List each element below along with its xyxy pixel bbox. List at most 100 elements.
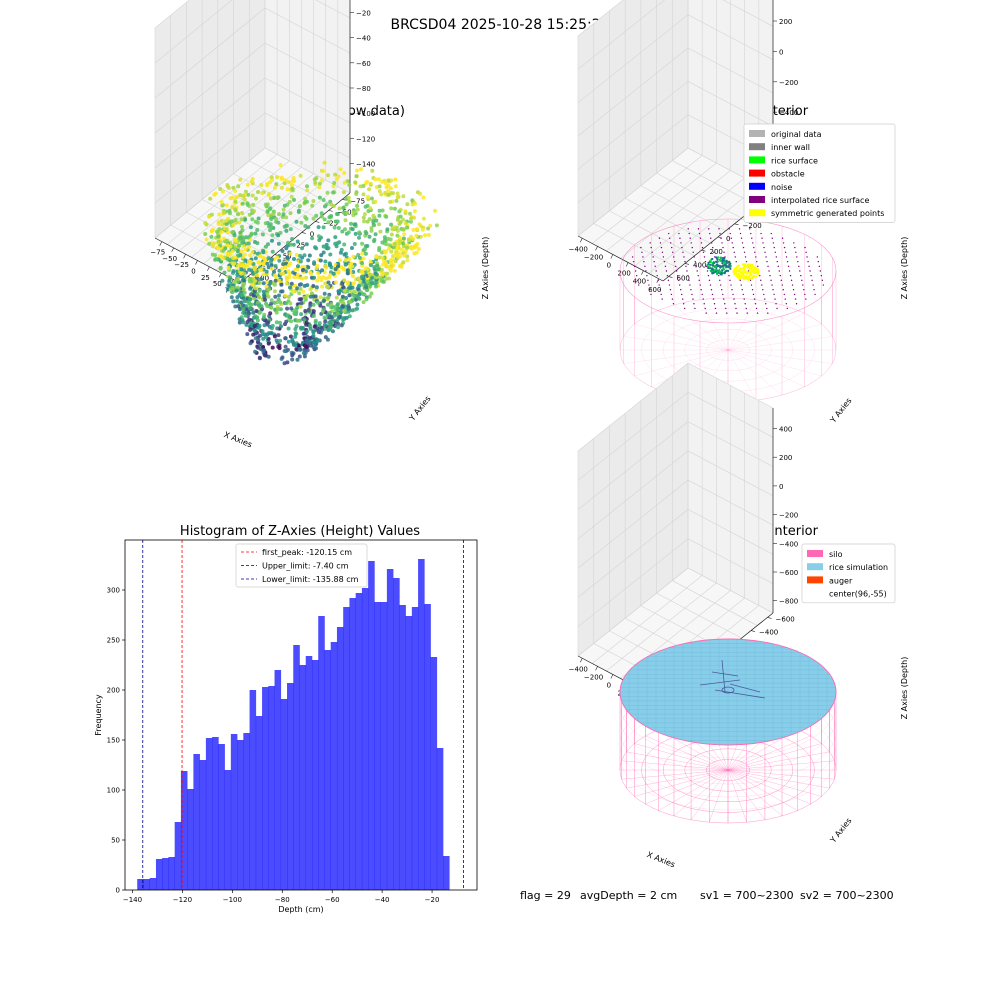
data-point <box>402 232 407 237</box>
data-point <box>248 327 253 332</box>
data-point <box>358 279 363 284</box>
data-point <box>383 239 388 243</box>
data-point <box>345 268 350 273</box>
data-point <box>319 278 324 283</box>
data-point <box>401 227 406 232</box>
data-point <box>314 213 319 218</box>
data-point <box>286 240 290 245</box>
data-point <box>370 276 375 280</box>
data-point <box>219 218 224 223</box>
data-point <box>338 167 343 172</box>
data-point <box>332 313 337 318</box>
data-point <box>379 250 384 255</box>
data-point <box>301 351 306 356</box>
data-point <box>377 208 382 213</box>
x-axis-label: X Axies <box>646 850 677 869</box>
z-tick-label: −80 <box>356 85 371 93</box>
z-tick-label: −200 <box>779 512 798 520</box>
data-point <box>295 357 300 362</box>
data-point <box>312 260 317 265</box>
data-point <box>408 219 413 224</box>
data-point <box>350 246 354 250</box>
data-point <box>299 301 304 306</box>
data-point <box>305 184 309 189</box>
data-point <box>281 212 286 217</box>
data-point <box>394 198 399 203</box>
data-point <box>356 253 361 257</box>
data-point <box>237 317 242 322</box>
z-axis-label: Z Axies (Depth) <box>481 237 490 300</box>
data-point <box>387 243 392 248</box>
data-point <box>375 263 380 268</box>
data-point <box>260 232 265 237</box>
data-point <box>397 239 402 244</box>
data-point <box>271 211 276 216</box>
data-point <box>426 232 431 237</box>
data-point <box>329 214 334 218</box>
data-point <box>268 305 273 310</box>
data-point <box>316 225 321 230</box>
data-point <box>233 247 238 252</box>
data-point <box>286 180 291 185</box>
data-point <box>345 280 350 285</box>
data-point <box>209 212 214 217</box>
data-point <box>395 228 400 233</box>
data-point <box>207 214 212 219</box>
y-tick-label: 75 <box>269 264 278 272</box>
data-point <box>215 229 220 234</box>
data-point <box>254 196 258 201</box>
data-point <box>377 189 382 194</box>
data-point <box>362 212 367 217</box>
data-point <box>207 241 212 246</box>
data-point <box>361 192 366 197</box>
data-point <box>248 286 253 291</box>
y-tick-mark <box>750 630 756 632</box>
data-point <box>327 327 332 332</box>
data-point <box>401 260 406 265</box>
data-point <box>230 205 235 210</box>
data-point <box>369 291 374 296</box>
data-point <box>393 253 398 258</box>
data-point <box>209 234 214 239</box>
data-point <box>266 192 271 197</box>
data-point <box>266 341 271 346</box>
data-point <box>324 242 329 247</box>
data-point <box>360 241 365 246</box>
data-point <box>347 257 352 261</box>
data-point <box>319 253 324 258</box>
data-point <box>311 333 316 338</box>
data-point <box>218 266 223 271</box>
data-point <box>289 183 294 188</box>
data-point <box>286 339 291 344</box>
data-point <box>380 271 385 276</box>
data-point <box>418 191 423 196</box>
data-point <box>230 290 235 295</box>
data-point <box>355 306 359 311</box>
data-point <box>304 329 309 334</box>
data-point <box>312 177 317 182</box>
data-point <box>322 217 327 222</box>
data-point <box>326 280 331 285</box>
data-point <box>385 227 390 232</box>
data-point <box>343 218 348 223</box>
data-point <box>365 266 370 271</box>
data-point <box>253 279 258 284</box>
data-point <box>326 285 331 289</box>
data-point <box>340 281 345 286</box>
data-point <box>367 187 371 192</box>
data-point <box>253 256 258 261</box>
data-point <box>239 271 244 276</box>
data-point <box>323 281 328 286</box>
legend-label: rice simulation <box>829 563 888 572</box>
data-point <box>303 309 308 313</box>
grid-line <box>166 154 278 245</box>
data-point <box>353 180 358 185</box>
data-point <box>335 212 340 217</box>
y-tick-mark <box>301 232 306 234</box>
data-point <box>233 199 238 204</box>
data-point <box>265 183 270 188</box>
data-point <box>285 360 290 365</box>
data-point <box>241 320 246 325</box>
data-point <box>270 238 274 243</box>
legend-label: silo <box>829 550 843 559</box>
